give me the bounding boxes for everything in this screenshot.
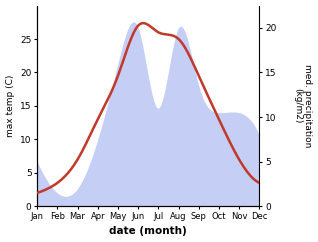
Y-axis label: med. precipitation
(kg/m2): med. precipitation (kg/m2) [293,64,313,148]
X-axis label: date (month): date (month) [109,227,187,236]
Y-axis label: max temp (C): max temp (C) [5,75,15,137]
